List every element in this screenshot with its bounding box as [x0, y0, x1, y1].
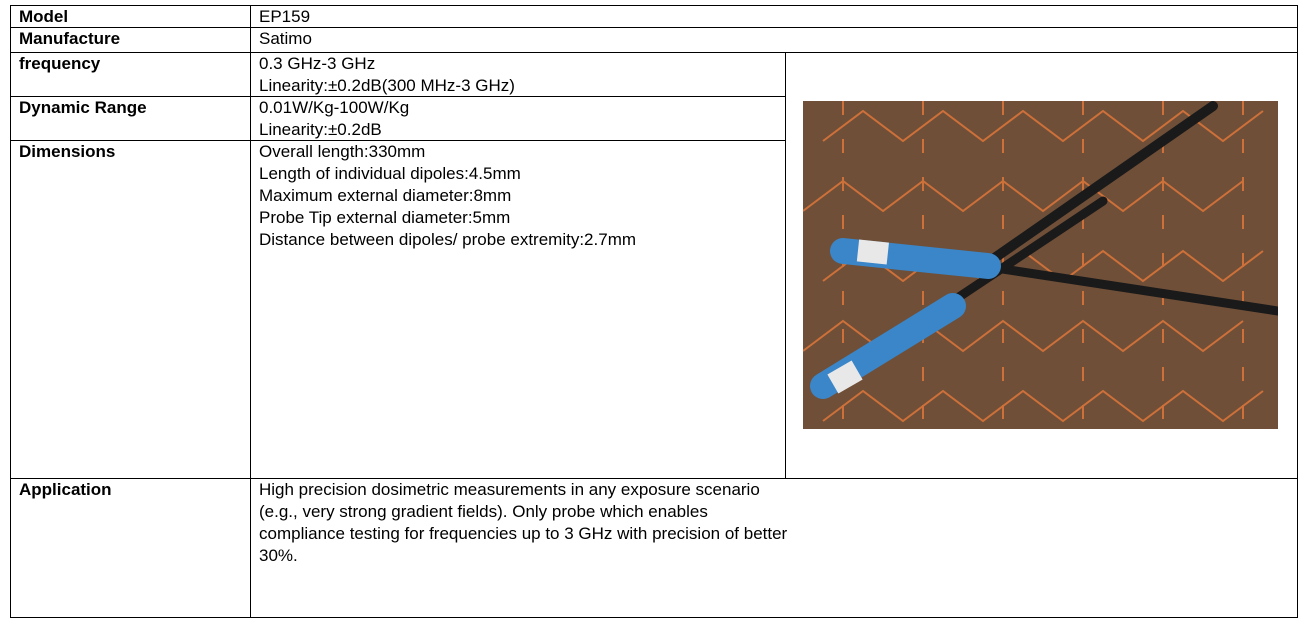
value-line: 0.01W/Kg-100W/Kg	[259, 97, 777, 119]
value-line: compliance testing for frequencies up to…	[259, 523, 1289, 545]
row-value: Overall length:330mm Length of individua…	[250, 140, 786, 479]
page: Model EP159 Manufacture Satimo frequency…	[0, 0, 1309, 610]
value-line: 30%.	[259, 545, 1289, 567]
row-value: Satimo	[250, 27, 1298, 53]
value-line: Satimo	[259, 28, 1289, 50]
row-label: Dynamic Range	[10, 96, 251, 141]
value-line: Linearity:±0.2dB(300 MHz-3 GHz)	[259, 75, 777, 97]
probe-photo	[803, 101, 1278, 429]
value-line: Overall length:330mm	[259, 141, 777, 163]
row-label: Model	[10, 5, 251, 28]
value-line: (e.g., very strong gradient fields). Onl…	[259, 501, 1289, 523]
value-line: EP159	[259, 6, 1289, 28]
row-label: Application	[10, 478, 251, 618]
row-value: 0.01W/Kg-100W/Kg Linearity:±0.2dB	[250, 96, 786, 141]
image-cell	[785, 52, 1298, 479]
value-line: High precision dosimetric measurements i…	[259, 479, 1289, 501]
row-value: High precision dosimetric measurements i…	[250, 478, 1298, 618]
row-value: 0.3 GHz-3 GHz Linearity:±0.2dB(300 MHz-3…	[250, 52, 786, 97]
value-line: Distance between dipoles/ probe extremit…	[259, 229, 769, 251]
value-line: Probe Tip external diameter:5mm	[259, 207, 777, 229]
value-line: 0.3 GHz-3 GHz	[259, 53, 777, 75]
value-line: Length of individual dipoles:4.5mm	[259, 163, 777, 185]
row-label: frequency	[10, 52, 251, 97]
value-line: Maximum external diameter:8mm	[259, 185, 777, 207]
row-value: EP159	[250, 5, 1298, 28]
row-label: Manufacture	[10, 27, 251, 53]
value-line: Linearity:±0.2dB	[259, 119, 777, 141]
row-label: Dimensions	[10, 140, 251, 479]
